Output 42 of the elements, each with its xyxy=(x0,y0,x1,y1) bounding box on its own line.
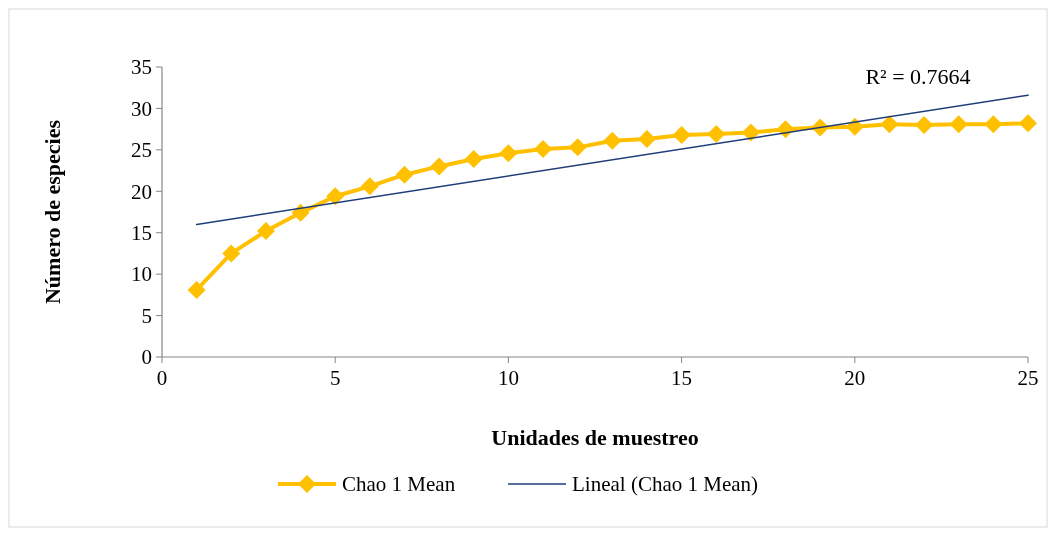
y-tick-label: 10 xyxy=(131,262,152,287)
x-axis-title: Unidades de muestreo xyxy=(491,425,699,450)
y-axis-title: Número de especies xyxy=(40,119,65,305)
point xyxy=(603,131,622,150)
point xyxy=(707,125,726,144)
point xyxy=(499,144,518,163)
point xyxy=(187,280,206,299)
point xyxy=(984,115,1003,134)
y-tick-label: 30 xyxy=(131,96,152,121)
point xyxy=(637,130,656,149)
x-tick-label: 5 xyxy=(329,366,341,390)
y-tick-label: 35 xyxy=(131,55,152,80)
point xyxy=(949,115,968,134)
point xyxy=(430,157,449,176)
point xyxy=(672,125,691,144)
point xyxy=(534,140,553,159)
point xyxy=(256,222,275,241)
point xyxy=(464,149,483,168)
legend-label: Chao 1 Mean xyxy=(342,472,456,497)
point xyxy=(741,123,760,142)
y-tick-label: 25 xyxy=(131,138,152,163)
point xyxy=(915,116,934,134)
y-tick-label: 0 xyxy=(141,345,152,370)
y-tick-label: 20 xyxy=(131,179,152,204)
point xyxy=(222,244,241,263)
x-tick-label: 10 xyxy=(497,366,519,390)
point xyxy=(845,117,864,136)
point xyxy=(1019,114,1037,133)
point xyxy=(326,187,345,206)
x-tick-label: 20 xyxy=(844,366,866,390)
point xyxy=(360,177,379,196)
annotation: R² = 0.7664 xyxy=(865,64,971,89)
point xyxy=(568,138,587,157)
x-tick-label: 0 xyxy=(156,366,168,390)
x-tick-label: 25 xyxy=(1017,366,1039,390)
y-tick-label: 5 xyxy=(141,303,152,328)
legend-label: Lineal (Chao 1 Mean) xyxy=(572,472,759,497)
point xyxy=(395,165,414,184)
x-tick-label: 15 xyxy=(671,366,693,390)
point xyxy=(880,115,899,134)
point xyxy=(291,203,310,222)
y-tick-label: 15 xyxy=(131,221,152,246)
